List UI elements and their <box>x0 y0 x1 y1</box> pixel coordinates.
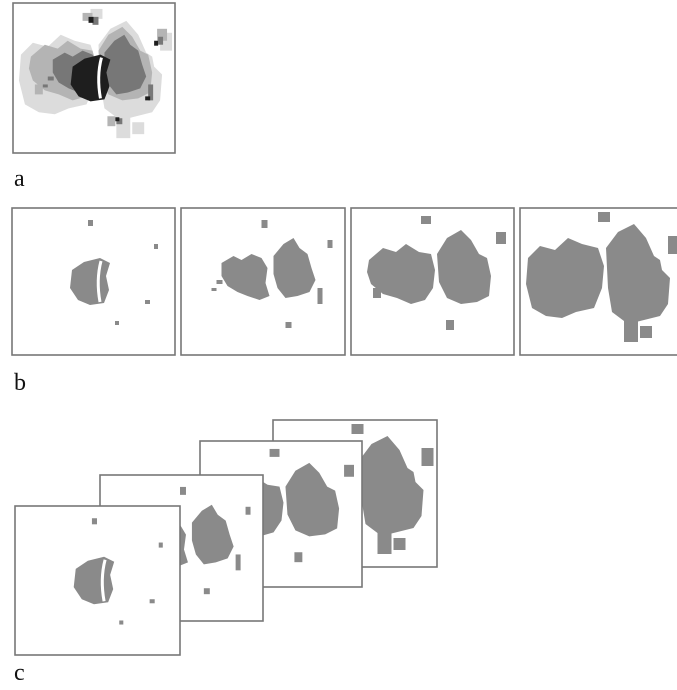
panel-b: b <box>12 208 677 396</box>
panel-a: a <box>13 3 175 192</box>
figure: a b c <box>0 0 677 690</box>
panel-label: b <box>14 370 26 396</box>
panel-label: c <box>14 660 25 686</box>
panel-label: a <box>14 166 25 192</box>
panel-c: c <box>14 420 437 686</box>
